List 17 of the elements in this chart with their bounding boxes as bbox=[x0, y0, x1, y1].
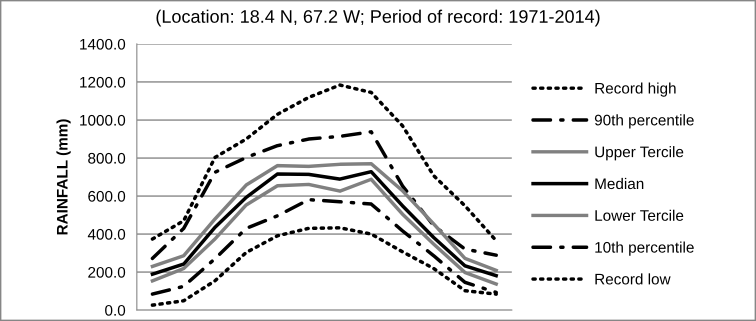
y-tick-label: 600.0 bbox=[88, 190, 126, 202]
y-tick-label: 200.0 bbox=[88, 266, 126, 278]
y-tick-label: 0.0 bbox=[105, 304, 126, 316]
y-tick-label: 1000.0 bbox=[80, 114, 126, 126]
y-tick-label: 1400.0 bbox=[80, 38, 126, 50]
y-tick-label: 1200.0 bbox=[80, 76, 126, 88]
chart-title: (Location: 18.4 N, 67.2 W; Period of record: 1971-2014) bbox=[156, 10, 600, 26]
y-axis-title: RAINFALL (mm) bbox=[56, 119, 71, 234]
legend-label: 90th percentile bbox=[594, 114, 694, 129]
y-tick-label: 800.0 bbox=[88, 152, 126, 164]
legend-label: Median bbox=[595, 178, 644, 190]
legend-label: Upper Tercile bbox=[595, 146, 684, 160]
legend-label: Record high bbox=[595, 82, 676, 97]
legend-label: 10th percentile bbox=[595, 242, 694, 256]
y-tick-label: 400.0 bbox=[88, 228, 126, 240]
legend-label: Record low bbox=[595, 273, 671, 285]
legend-label: Lower Tercile bbox=[595, 210, 684, 221]
